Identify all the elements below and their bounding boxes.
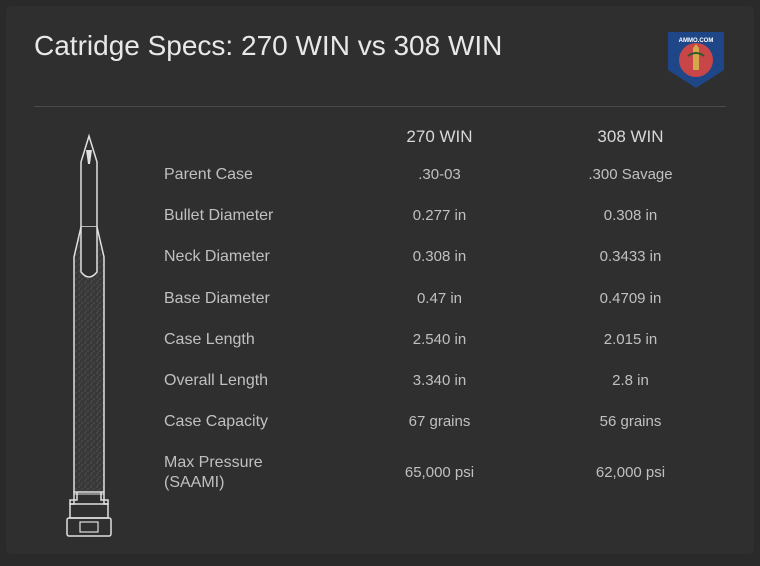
cell: 2.015 in [535, 331, 726, 348]
page-title: Catridge Specs: 270 WIN vs 308 WIN [34, 30, 502, 62]
cell: 0.4709 in [535, 290, 726, 307]
header: Catridge Specs: 270 WIN vs 308 WIN AMMO.… [34, 30, 726, 90]
column-header-2: 308 WIN [535, 127, 726, 147]
cell: 62,000 psi [535, 464, 726, 481]
table-row: Neck Diameter 0.308 in 0.3433 in [164, 247, 726, 266]
header-divider [34, 106, 726, 107]
spec-table: 270 WIN 308 WIN Parent Case .30-03 .300 … [164, 127, 726, 547]
row-label: Bullet Diameter [164, 206, 344, 225]
cell: .300 Savage [535, 166, 726, 183]
row-label: Case Capacity [164, 412, 344, 431]
cartridge-icon [42, 132, 137, 547]
row-label: Parent Case [164, 165, 344, 184]
cell: 2.540 in [344, 331, 535, 348]
table-row: Base Diameter 0.47 in 0.4709 in [164, 289, 726, 308]
ammo-com-logo: AMMO.COM [666, 30, 726, 90]
table-row: Case Capacity 67 grains 56 grains [164, 412, 726, 431]
cell: 0.277 in [344, 207, 535, 224]
row-label: Overall Length [164, 371, 344, 390]
cell: 3.340 in [344, 372, 535, 389]
cartridge-diagram [34, 127, 144, 547]
row-label: Base Diameter [164, 289, 344, 308]
cell: 0.47 in [344, 290, 535, 307]
cell: 0.308 in [344, 248, 535, 265]
column-headers: 270 WIN 308 WIN [164, 127, 726, 147]
cell: 0.3433 in [535, 248, 726, 265]
content-area: 270 WIN 308 WIN Parent Case .30-03 .300 … [34, 127, 726, 547]
logo-icon: AMMO.COM [666, 30, 726, 90]
row-label: Neck Diameter [164, 247, 344, 266]
row-label: Max Pressure (SAAMI) [164, 453, 344, 491]
table-row: Case Length 2.540 in 2.015 in [164, 330, 726, 349]
cell: 67 grains [344, 413, 535, 430]
table-row: Overall Length 3.340 in 2.8 in [164, 371, 726, 390]
table-row: Max Pressure (SAAMI) 65,000 psi 62,000 p… [164, 453, 726, 491]
spec-card: Catridge Specs: 270 WIN vs 308 WIN AMMO.… [6, 6, 754, 554]
cell: 56 grains [535, 413, 726, 430]
table-row: Parent Case .30-03 .300 Savage [164, 165, 726, 184]
row-label: Case Length [164, 330, 344, 349]
cell: 65,000 psi [344, 464, 535, 481]
cell: .30-03 [344, 166, 535, 183]
cell: 2.8 in [535, 372, 726, 389]
table-row: Bullet Diameter 0.277 in 0.308 in [164, 206, 726, 225]
logo-text: AMMO.COM [679, 38, 714, 44]
column-header-1: 270 WIN [344, 127, 535, 147]
cell: 0.308 in [535, 207, 726, 224]
header-spacer [164, 127, 344, 147]
